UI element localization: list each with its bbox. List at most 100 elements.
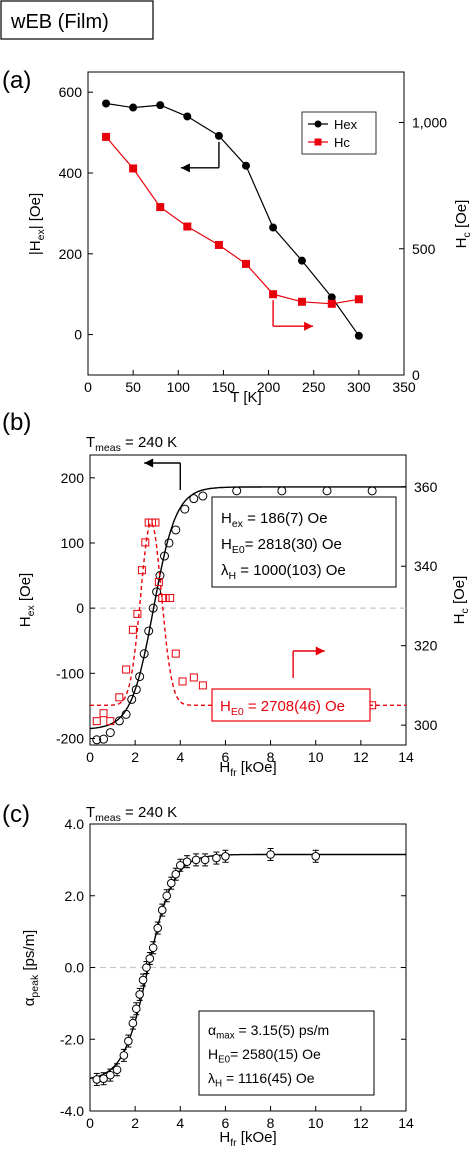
hex-point xyxy=(277,486,287,496)
hc-point xyxy=(242,259,250,268)
x-tick-label: 350 xyxy=(392,379,416,395)
panel-b: Tmeas = 240 K 0 2 4 6 8 10 12 14 -200 -100 0 100 200 3… xyxy=(17,434,471,779)
alpha-point xyxy=(128,1018,138,1028)
hc-point xyxy=(166,594,175,603)
x-tick-label: 250 xyxy=(302,379,326,395)
x-tick-label: 100 xyxy=(167,379,191,395)
y-left-tick-label: -200 xyxy=(56,730,84,746)
hc-point xyxy=(214,240,223,249)
alpha-point xyxy=(138,975,148,985)
hex-point xyxy=(92,735,102,745)
y-right-tick-label: 300 xyxy=(414,717,438,733)
alpha-point xyxy=(162,891,172,901)
hc-point xyxy=(161,594,170,603)
hc-point xyxy=(156,203,165,212)
hex-point xyxy=(114,716,124,726)
alpha-point xyxy=(191,855,201,865)
figure-title-box xyxy=(0,0,154,40)
y-axis-label: αpeak [ps/m] xyxy=(21,930,41,1006)
hc-point xyxy=(102,132,111,141)
x-tick-label: 12 xyxy=(353,1115,369,1131)
hex-point xyxy=(148,603,158,613)
x-tick-label: 14 xyxy=(398,749,414,765)
y-right-axis-label: Hc [Oe] xyxy=(451,576,471,625)
y-left-tick-label: 0 xyxy=(76,600,84,616)
hex-point xyxy=(127,694,137,704)
hex-point xyxy=(129,103,138,112)
y-right-tick-label: 320 xyxy=(414,638,438,654)
x-tick-label: 0 xyxy=(86,1115,94,1131)
y-right-tick-label: 1,000 xyxy=(412,115,447,131)
alpha-annotation-line-3: λH = 1116(45) Oe xyxy=(208,1070,315,1090)
hex-point xyxy=(139,649,149,659)
x-tick-label: 150 xyxy=(212,379,236,395)
alpha-point xyxy=(119,1051,129,1060)
panel-a: 0 50 100 150 200 250 300 350020040060005001,000… xyxy=(27,71,473,406)
hc-annotation-box xyxy=(211,688,371,722)
x-tick-label: 4 xyxy=(176,749,184,765)
hc-point xyxy=(129,164,138,173)
hc-point xyxy=(99,709,108,718)
x-tick-label: 2 xyxy=(131,1115,139,1131)
hex-point xyxy=(99,734,109,744)
alpha-point xyxy=(175,860,185,870)
hex-point xyxy=(159,551,169,561)
hex-point xyxy=(354,331,363,340)
y-right-tick-label: 0 xyxy=(412,367,420,383)
hc-point xyxy=(171,649,180,658)
hc-line xyxy=(105,136,359,305)
hc-point xyxy=(198,681,207,690)
x-tick-label: 8 xyxy=(267,749,275,765)
x-axis-label: Hfr [kOe] xyxy=(219,1129,276,1149)
x-tick-label: 2 xyxy=(131,749,139,765)
x-tick-label: 6 xyxy=(222,1115,230,1131)
hex-point xyxy=(180,504,190,514)
hc-fit-curve xyxy=(90,521,406,706)
legend-hex-marker xyxy=(314,120,322,128)
hex-point xyxy=(144,626,154,636)
alpha-annotation-line-2: HE0= 2580(15) Oe xyxy=(208,1046,321,1066)
hc-point xyxy=(92,717,101,726)
hex-point xyxy=(131,685,141,695)
hex-point xyxy=(232,486,242,496)
plot-frame xyxy=(87,71,405,376)
alpha-point xyxy=(124,1036,133,1046)
x-tick-label: 8 xyxy=(267,1115,275,1131)
legend-box xyxy=(301,111,377,155)
x-tick-label: 0 xyxy=(86,749,94,765)
hex-annotation-line-3: λH = 1000(103) Oe xyxy=(221,562,346,582)
x-tick-label: 50 xyxy=(125,379,141,395)
y-right-axis-label: Hc [Oe] xyxy=(453,200,473,249)
x-tick-label: 200 xyxy=(257,379,281,395)
y-left-tick-label: 600 xyxy=(59,84,83,100)
hc-point xyxy=(137,566,146,575)
x-tick-label: 10 xyxy=(308,1115,324,1131)
hc-point xyxy=(183,222,192,231)
y-left-tick-label: 400 xyxy=(59,165,83,181)
hc-point xyxy=(106,717,115,726)
hc-arrow-head xyxy=(304,321,314,331)
alpha-point xyxy=(266,850,275,859)
y-tick-label: 4.0 xyxy=(65,816,85,832)
hex-point xyxy=(322,486,332,496)
hex-point xyxy=(214,131,223,140)
hex-point xyxy=(297,256,306,265)
hc-point xyxy=(269,290,278,299)
hc-point xyxy=(128,625,137,634)
figure-title: wEB (Film) xyxy=(10,11,109,33)
hc-point xyxy=(115,693,124,702)
legend-hc-label: Hc xyxy=(334,135,350,150)
alpha-point xyxy=(221,851,230,861)
x-tick-label: 4 xyxy=(176,1115,184,1131)
alpha-point xyxy=(182,857,192,866)
hex-point xyxy=(171,525,181,535)
hc-point xyxy=(327,299,336,308)
alpha-point xyxy=(99,1074,108,1084)
hex-arrow-head xyxy=(180,163,190,173)
alpha-point xyxy=(145,954,155,963)
hex-point xyxy=(367,486,377,496)
alpha-point xyxy=(106,1070,115,1080)
hc-point xyxy=(151,518,160,527)
y-left-tick-label: 0 xyxy=(74,327,82,343)
hex-fit-curve xyxy=(89,486,406,730)
